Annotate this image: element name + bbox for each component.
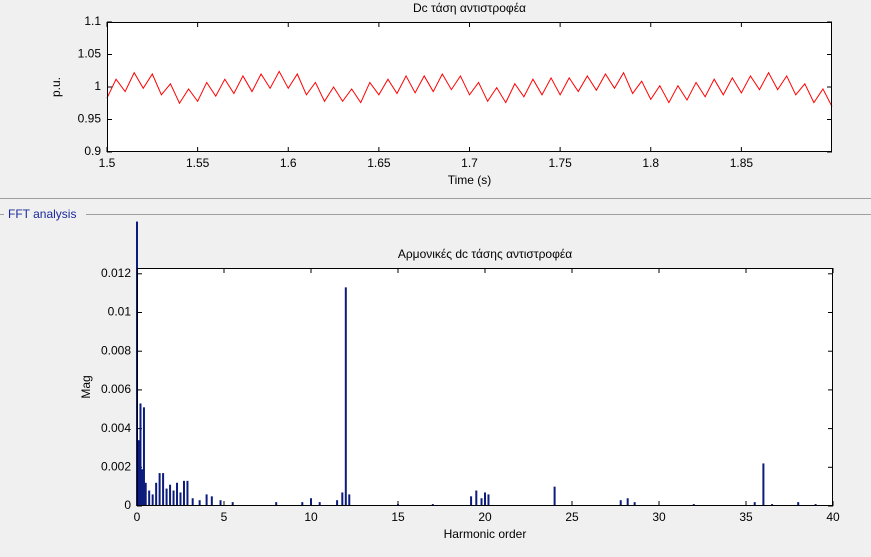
bar [172, 490, 175, 506]
x-tick-label: 1.55 [186, 156, 210, 170]
bar [348, 494, 351, 506]
bar [176, 482, 179, 506]
bar [148, 490, 151, 506]
bar [275, 502, 278, 506]
bar [191, 498, 194, 506]
x-tick-label: 1.6 [280, 156, 297, 170]
bar [162, 473, 165, 506]
chart-title: Dc τάση αντιστροφέα [413, 1, 526, 15]
x-tick-label: 15 [391, 510, 405, 524]
bar [480, 498, 483, 506]
bar [553, 486, 556, 506]
x-tick-label: 1.75 [548, 156, 572, 170]
y-tick-label: 0.9 [84, 144, 101, 158]
axes-box [107, 22, 832, 152]
bar [219, 500, 222, 506]
y-tick-label: 0.006 [101, 382, 131, 396]
bar [169, 484, 172, 506]
y-tick-label: 0 [124, 498, 131, 512]
bar [137, 440, 140, 506]
x-tick-label: 0 [134, 510, 141, 524]
bar [797, 502, 800, 506]
x-tick-label: 20 [478, 510, 492, 524]
bar [475, 490, 478, 506]
bar [205, 494, 208, 506]
x-axis-label: Harmonic order [444, 527, 527, 541]
chart-title: Αρμονικές dc τάσης αντιστροφέα [398, 247, 572, 261]
x-tick-label: 1.7 [461, 156, 478, 170]
bar [336, 500, 339, 506]
x-tick-label: 1.85 [730, 156, 754, 170]
panel-label: FFT analysis [8, 207, 76, 221]
x-tick-label: 25 [565, 510, 579, 524]
bar [310, 498, 312, 506]
x-tick-label: 30 [652, 510, 666, 524]
bar [155, 482, 158, 506]
bar [318, 502, 321, 506]
y-tick-label: 0.01 [108, 305, 132, 319]
axes-box [137, 268, 833, 506]
y-tick-label: 0.004 [101, 421, 131, 435]
bar [626, 498, 629, 506]
y-tick-label: 1 [94, 79, 101, 93]
y-tick-label: 1.1 [84, 14, 101, 28]
y-tick-label: 0.95 [78, 112, 102, 126]
bar [182, 480, 185, 506]
panel-label-bg [4, 207, 86, 222]
plot-area [137, 268, 833, 506]
line-series [106, 70, 833, 107]
x-tick-label: 35 [739, 510, 753, 524]
bar [301, 502, 304, 506]
bar [344, 287, 347, 506]
bar [762, 463, 765, 506]
bar [484, 492, 486, 506]
bar [151, 494, 154, 506]
bar [139, 403, 142, 506]
bar [231, 502, 234, 506]
plot-area [107, 22, 832, 152]
bar [470, 496, 473, 506]
y-tick-label: 0.002 [101, 459, 131, 473]
x-tick-label: 10 [304, 510, 318, 524]
bar [144, 482, 147, 506]
y-axis-label: p.u. [49, 77, 63, 97]
bar [210, 496, 213, 506]
bar [141, 469, 144, 506]
y-axis-label: Mag [79, 375, 93, 398]
x-axis-label: Time (s) [448, 173, 492, 187]
y-tick-label: 1.05 [78, 47, 102, 61]
x-tick-label: 1.8 [642, 156, 659, 170]
bar [186, 480, 189, 506]
x-tick-label: 5 [221, 510, 228, 524]
bar [165, 488, 168, 506]
bar [198, 500, 201, 506]
bar [341, 492, 344, 506]
bar [487, 494, 490, 506]
x-tick-label: 1.65 [367, 156, 391, 170]
bar [179, 492, 182, 506]
bar [619, 500, 622, 506]
bar [633, 502, 636, 506]
bar [158, 473, 161, 506]
y-tick-label: 0.008 [101, 343, 131, 357]
bar [753, 502, 756, 506]
y-tick-label: 0.012 [101, 266, 131, 280]
x-tick-label: 1.5 [99, 156, 116, 170]
bar [142, 407, 145, 506]
x-tick-label: 40 [826, 510, 840, 524]
